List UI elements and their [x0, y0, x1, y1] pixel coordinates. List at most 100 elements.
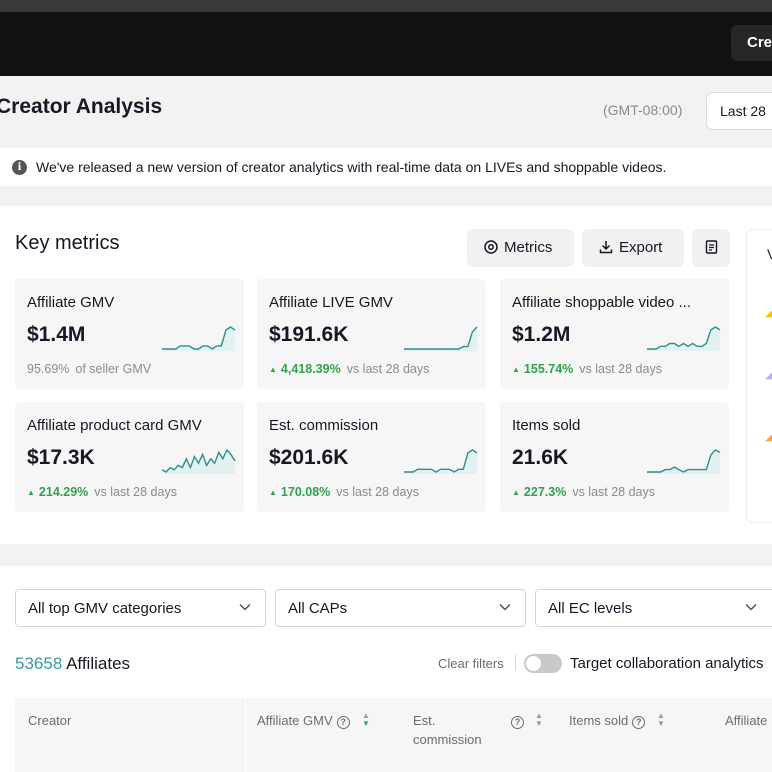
sparkline-line [647, 326, 721, 350]
metric-change: 155.74% vs last 28 days [512, 362, 662, 376]
top-navigation-bar [0, 12, 772, 76]
column-header-label: Affiliate GMV [257, 713, 333, 728]
metric-change: 4,418.39% vs last 28 days [269, 362, 429, 376]
metric-change-value: 170.08% [269, 485, 330, 499]
metric-value: $1.4M [27, 323, 86, 346]
sparkline-line [647, 449, 721, 473]
help-icon-wrapper: ? [507, 713, 524, 729]
metric-label: Items sold [512, 417, 581, 434]
affiliate-count-number: 53658 [15, 654, 63, 673]
target-collaboration-toggle[interactable] [524, 654, 562, 673]
sort-icon[interactable]: ▲ ▼ [535, 711, 543, 728]
column-header-creator: Creator [28, 713, 72, 728]
side-marker: ◢ [765, 307, 772, 319]
metric-value: 21.6K [512, 446, 569, 469]
chevron-down-icon [745, 599, 757, 614]
sort-icon[interactable]: ▲ ▼ [362, 711, 370, 728]
gmv-category-select-value: All top GMV categories [28, 600, 182, 617]
report-button[interactable] [692, 229, 730, 267]
metric-change-suffix: vs last 28 days [346, 362, 430, 376]
toggle-knob [526, 656, 541, 671]
sparkline-area [647, 450, 720, 474]
metric-change-value: 155.74% [512, 362, 573, 376]
chevron-down-icon [499, 599, 511, 614]
metric-value: $191.6K [269, 323, 349, 346]
chevron-down-icon [239, 599, 251, 614]
date-range-picker[interactable]: Last 28 [706, 92, 772, 130]
metric-change: 95.69% of seller GMV [27, 362, 151, 376]
sparkline-chart [161, 448, 236, 474]
export-button[interactable]: Export [582, 229, 684, 267]
metric-change-suffix: of seller GMV [75, 362, 152, 376]
metric-label: Affiliate LIVE GMV [269, 294, 393, 311]
document-icon [705, 239, 718, 256]
metric-tile[interactable]: Affiliate product card GMV $17.3K 214.29% v… [15, 402, 244, 512]
metric-change-value: 214.29% [27, 485, 88, 499]
side-marker: ◢ [765, 369, 772, 381]
page-title: Creator Analysis [0, 95, 163, 118]
metrics-button-label: Metrics [504, 239, 553, 256]
sparkline-line [162, 326, 236, 350]
column-header-est-commission-line2: commission [413, 732, 482, 747]
column-header-items-sold[interactable]: Items sold? [569, 713, 646, 729]
column-header-label: Items sold [569, 713, 629, 728]
table-header [15, 698, 772, 772]
metric-value: $201.6K [269, 446, 349, 469]
metric-value: $17.3K [27, 446, 95, 469]
help-icon[interactable]: ? [336, 716, 350, 729]
ec-level-select[interactable]: All EC levels [535, 589, 772, 627]
metric-tile[interactable]: Items sold 21.6K 227.3% vs last 28 days [500, 402, 729, 512]
metric-change: 170.08% vs last 28 days [269, 485, 419, 499]
sparkline-chart [404, 326, 478, 351]
divider [515, 655, 516, 671]
cap-select-value: All CAPs [288, 600, 348, 617]
metric-change-value: 95.69% [27, 362, 70, 376]
metric-change-value: 4,418.39% [269, 362, 341, 376]
topbar-edge [0, 0, 772, 12]
metrics-button[interactable]: Metrics [467, 229, 574, 267]
download-icon [599, 239, 613, 255]
sparkline-chart [162, 326, 236, 351]
sparkline-chart [647, 449, 721, 474]
side-panel-initial: V [767, 246, 772, 262]
metric-tile[interactable]: Affiliate shoppable video ... $1.2M 155.74… [500, 279, 729, 389]
notice-banner [0, 148, 772, 186]
affiliate-count: 53658 Affiliates [15, 654, 130, 674]
ec-level-select-value: All EC levels [548, 600, 633, 617]
cap-select[interactable]: All CAPs [275, 589, 526, 627]
metric-tile[interactable]: Affiliate LIVE GMV $191.6K 4,418.39% vs las… [257, 279, 486, 389]
column-header-affiliate-gmv[interactable]: Affiliate GMV? [257, 713, 350, 729]
metric-change-value: 227.3% [512, 485, 566, 499]
gmv-category-select[interactable]: All top GMV categories [15, 589, 266, 627]
metric-change-suffix: vs last 28 days [336, 485, 419, 499]
affiliate-count-label: Affiliates [66, 654, 131, 673]
create-button[interactable]: Cre [731, 25, 772, 61]
help-icon[interactable]: ? [511, 716, 524, 729]
sparkline-chart [404, 449, 478, 474]
metric-tile[interactable]: Affiliate GMV $1.4M 95.69% of seller GMV [15, 279, 244, 389]
timezone-label: (GMT-08:00) [603, 102, 683, 118]
sparkline-area [162, 450, 235, 474]
column-header-est-commission[interactable]: Est. [413, 713, 435, 728]
target-collaboration-label: Target collaboration analytics [570, 655, 764, 672]
help-icon[interactable]: ? [632, 716, 646, 729]
target-icon [484, 239, 498, 255]
sparkline-line [404, 326, 478, 350]
metric-change-suffix: vs last 28 days [94, 485, 177, 499]
metric-tile[interactable]: Est. commission $201.6K 170.08% vs last 28 … [257, 402, 486, 512]
metric-change: 214.29% vs last 28 days [27, 485, 177, 499]
metric-label: Affiliate shoppable video ... [512, 294, 692, 311]
sort-icon[interactable]: ▲ ▼ [657, 711, 665, 728]
export-button-label: Export [619, 239, 663, 256]
metric-change-suffix: vs last 28 days [572, 485, 656, 499]
info-icon: i [12, 160, 27, 175]
column-header-affiliate: Affiliate [725, 713, 768, 728]
metric-label: Affiliate GMV [27, 294, 115, 311]
metric-label: Affiliate product card GMV [27, 417, 202, 434]
sparkline-area [404, 327, 477, 351]
metric-change: 227.3% vs last 28 days [512, 485, 655, 499]
sparkline-chart [647, 326, 721, 351]
notice-text: We've released a new version of creator … [36, 159, 667, 175]
clear-filters-link[interactable]: Clear filters [438, 656, 504, 671]
metric-change-suffix: vs last 28 days [579, 362, 662, 376]
